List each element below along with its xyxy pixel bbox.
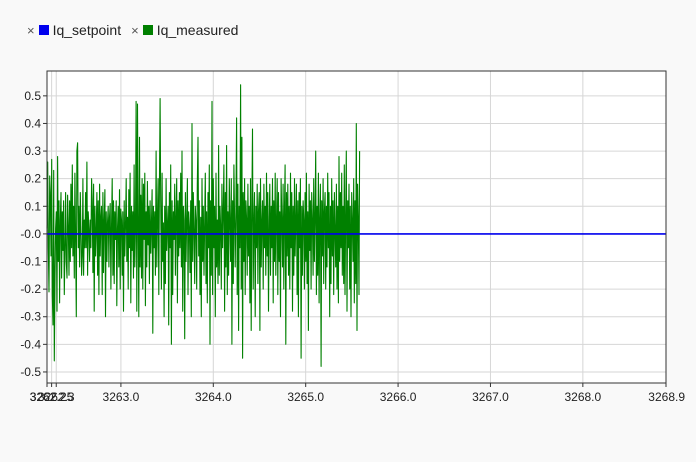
legend-label-iq-setpoint: Iq_setpoint [52,22,122,38]
x-tick-label: 3266.0 [380,390,417,404]
x-tick-label: 3263.0 [103,390,140,404]
x-tick-label: 3262.25 [30,390,74,404]
y-tick-label: -0.2 [20,282,41,296]
y-tick-label: 0.2 [24,172,41,186]
legend-swatch-iq-setpoint [38,25,49,35]
remove-series-icon[interactable]: × [27,22,35,38]
x-tick-label: 3262.2 [30,390,67,404]
x-tick-label: 3264.0 [195,390,232,404]
y-tick-label: 0.1 [24,199,41,213]
y-tick-label: -0.1 [20,255,41,269]
legend-item-iq-measured[interactable]: × Iq_measured [131,22,238,38]
y-tick-label: 0.3 [24,144,41,158]
legend-item-iq-setpoint[interactable]: × Iq_setpoint [27,22,121,38]
x-tick-label: 3268.9 [648,390,685,404]
legend: × Iq_setpoint × Iq_measured [27,20,248,40]
x-tick-label: 3262.3 [38,390,75,404]
y-tick-label: -0.0 [20,227,41,241]
x-tick-label: 3268.0 [564,390,601,404]
y-tick-label: 0.5 [24,89,41,103]
x-tick-label: 3265.0 [287,390,324,404]
y-axis: 0.5 0.4 0.3 0.2 0.1 -0.0 -0.1 -0.2 -0.3 -0.4 -0.5 [20,89,47,379]
series-layer [46,84,666,367]
y-tick-label: -0.4 [20,337,41,351]
plot-border [46,70,667,384]
x-tick-label: 3267.0 [472,390,509,404]
legend-label-iq-measured: Iq_measured [156,22,239,38]
y-tick-label: -0.3 [20,310,41,324]
y-tick-label: 0.4 [24,116,41,130]
series-line-iq-measured [46,84,361,367]
remove-series-icon[interactable]: × [131,22,139,38]
y-tick-label: -0.5 [20,365,41,379]
legend-swatch-iq-measured [142,25,153,35]
